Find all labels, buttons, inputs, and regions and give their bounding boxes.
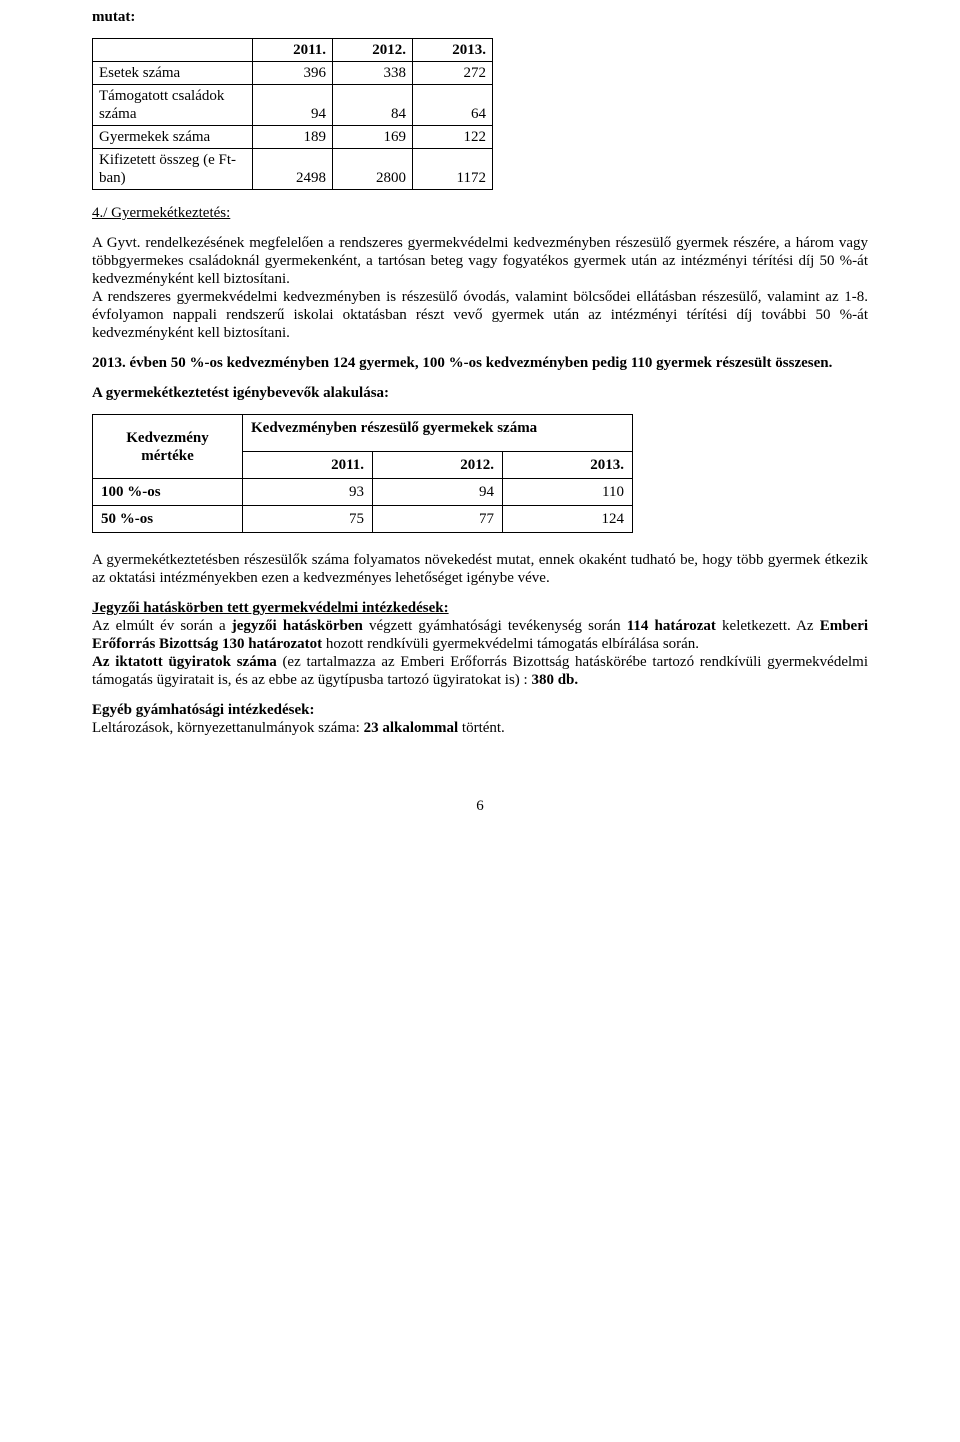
table-header-year: 2011. <box>253 39 333 62</box>
paragraph-1-a: A Gyvt. rendelkezésének megfelelően a re… <box>92 235 868 287</box>
p6-title: Egyéb gyámhatósági intézkedések: <box>92 702 315 718</box>
table-header-year: 2013. <box>503 452 633 479</box>
table-row: Kifizetett összeg (e Ft-ban) 2498 2800 1… <box>93 149 493 190</box>
table-cell: 93 <box>243 479 373 506</box>
table-cell: 169 <box>333 126 413 149</box>
table-kedvezmeny: Kedvezmény mértéke Kedvezményben részesü… <box>92 414 633 533</box>
table-row: 50 %-os 75 77 124 <box>93 506 633 533</box>
table-cell-label: Kifizetett összeg (e Ft-ban) <box>93 149 253 190</box>
p6-b: 23 alkalommal <box>364 720 459 736</box>
table-cell: 94 <box>253 85 333 126</box>
section-4-title: 4./ Gyermekétkeztetés: <box>92 204 868 222</box>
table-cell: 338 <box>333 62 413 85</box>
table-header-year: 2012. <box>333 39 413 62</box>
table-cell: 110 <box>503 479 633 506</box>
table-cell: 64 <box>413 85 493 126</box>
table-header-year: 2012. <box>373 452 503 479</box>
table-row: Kedvezmény mértéke Kedvezményben részesü… <box>93 415 633 452</box>
table-header-year: 2011. <box>243 452 373 479</box>
table-row: Támogatott családok száma 94 84 64 <box>93 85 493 126</box>
p5-a7: hozott rendkívüli gyermekvédelmi támogat… <box>322 636 699 652</box>
table-row: Gyermekek száma 189 169 122 <box>93 126 493 149</box>
table-cell: 396 <box>253 62 333 85</box>
document-page: mutat: 2011. 2012. 2013. Esetek száma 39… <box>0 0 960 875</box>
p6-c: történt. <box>458 720 505 736</box>
table-row: 100 %-os 93 94 110 <box>93 479 633 506</box>
paragraph-5: Jegyzői hatáskörben tett gyermekvédelmi … <box>92 599 868 689</box>
p5-a3: végzett gyámhatósági tevékenység során <box>363 618 627 634</box>
p5-a2: jegyzői hatáskörben <box>232 618 363 634</box>
paragraph-4: A gyermekétkeztetésben részesülők száma … <box>92 551 868 587</box>
table-row: 2011. 2012. 2013. <box>93 39 493 62</box>
table-cell: 94 <box>373 479 503 506</box>
p5-b1: Az iktatott ügyiratok száma <box>92 654 282 670</box>
table-header-merged: Kedvezményben részesülő gyermekek száma <box>243 415 633 452</box>
p6-a: Leltározások, környezettanulmányok száma… <box>92 720 364 736</box>
table-cell: 124 <box>503 506 633 533</box>
table-cell-label: 100 %-os <box>93 479 243 506</box>
table-row: Esetek száma 396 338 272 <box>93 62 493 85</box>
table-cell: 189 <box>253 126 333 149</box>
table-cell: 122 <box>413 126 493 149</box>
table-cell-label: Gyermekek száma <box>93 126 253 149</box>
p5-a4: 114 határozat <box>627 618 716 634</box>
table-header-rowlabel: Kedvezmény mértéke <box>93 415 243 479</box>
table-cell: 75 <box>243 506 373 533</box>
table-header-year: 2013. <box>413 39 493 62</box>
table-cell: 2800 <box>333 149 413 190</box>
p5-a1: Az elmúlt év során a <box>92 618 232 634</box>
table-cell: 84 <box>333 85 413 126</box>
section-4-title-text: 4./ Gyermekétkeztetés: <box>92 205 230 221</box>
paragraph-2: 2013. évben 50 %-os kedvezményben 124 gy… <box>92 354 868 372</box>
page-number: 6 <box>92 797 868 815</box>
top-label: mutat: <box>92 8 868 26</box>
p5-title: Jegyzői hatáskörben tett gyermekvédelmi … <box>92 600 449 616</box>
p5-a5: keletkezett. Az <box>716 618 820 634</box>
paragraph-3: A gyermekétkeztetést igénybevevők alakul… <box>92 384 868 402</box>
paragraph-6: Egyéb gyámhatósági intézkedések: Leltáro… <box>92 701 868 737</box>
table-cell-label: Támogatott családok száma <box>93 85 253 126</box>
table-header-blank <box>93 39 253 62</box>
table-esetek: 2011. 2012. 2013. Esetek száma 396 338 2… <box>92 38 493 190</box>
paragraph-1: A Gyvt. rendelkezésének megfelelően a re… <box>92 234 868 342</box>
table-cell: 77 <box>373 506 503 533</box>
table-cell-label: Esetek száma <box>93 62 253 85</box>
table-cell: 272 <box>413 62 493 85</box>
table-cell-label: 50 %-os <box>93 506 243 533</box>
paragraph-1-b: A rendszeres gyermekvédelmi kedvezménybe… <box>92 289 868 341</box>
p5-b3: 380 db. <box>531 672 578 688</box>
table-cell: 1172 <box>413 149 493 190</box>
table-cell: 2498 <box>253 149 333 190</box>
